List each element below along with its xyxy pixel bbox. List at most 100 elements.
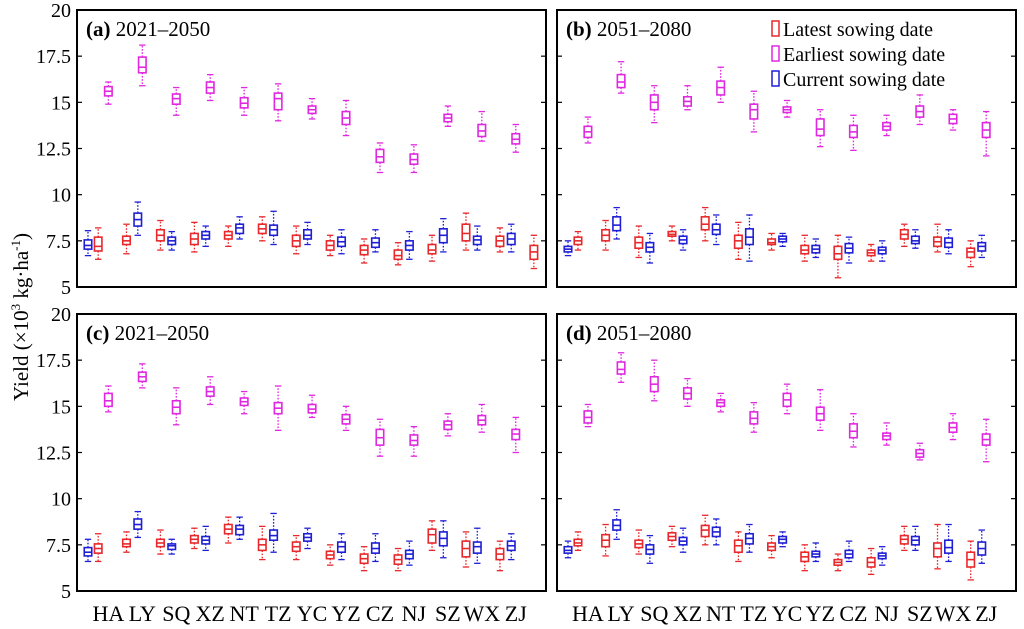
latest-box-10: [899, 223, 909, 248]
current-box-2: [645, 534, 655, 564]
earliest-box-0: [103, 385, 113, 413]
earliest-box-6: [307, 394, 317, 419]
latest-box-1: [601, 523, 611, 557]
panel-title: (b) 2051–2080: [566, 17, 691, 41]
x-tick-label: NJ: [402, 601, 427, 626]
legend-item-latest: Latest sowing date: [771, 19, 933, 41]
earliest-box-11: [477, 110, 487, 142]
current-box-5: [269, 512, 279, 553]
y-tick-label: 12.5: [36, 443, 71, 465]
y-axis-title-unit: kg·ha: [9, 250, 33, 304]
series-latest: [573, 514, 976, 581]
latest-box-8: [359, 238, 369, 264]
x-tick-label: TZ: [740, 601, 767, 626]
earliest-box-4: [239, 86, 249, 116]
series-latest: [93, 212, 539, 270]
panel-period: 2021–2050: [109, 321, 209, 345]
earliest-box-8: [375, 142, 385, 174]
latest-box-7: [325, 234, 335, 257]
earliest-box-2: [649, 359, 659, 402]
earliest-box-9: [882, 114, 892, 137]
x-tick-label: SZ: [907, 601, 933, 626]
box-iqr: [103, 392, 113, 408]
box-iqr: [427, 528, 437, 544]
latest-box-9: [866, 243, 876, 262]
box-iqr: [121, 538, 132, 548]
box-iqr: [427, 243, 437, 255]
panel-a: 5 7.5 10 12.5 15 17.5 20 (a) 2021–2050: [36, 0, 547, 299]
latest-box-1: [121, 223, 132, 255]
y-axis-title-main: Yield (×10: [9, 310, 33, 401]
earliest-box-12: [511, 416, 521, 454]
latest-box-1: [601, 219, 611, 251]
series-current: [83, 201, 516, 260]
earliest-box-11: [477, 403, 487, 433]
box-iqr: [235, 524, 245, 536]
earliest-box-5: [749, 90, 759, 133]
series-earliest: [103, 44, 521, 174]
current-box-7: [336, 533, 347, 561]
box-iqr: [273, 92, 283, 111]
box-iqr: [235, 223, 245, 235]
latest-box-9: [393, 547, 403, 572]
earliest-box-1: [137, 363, 147, 389]
box-iqr: [767, 238, 777, 246]
latest-box-7: [800, 234, 810, 262]
x-tick-labels: HA LY SQ XZ NT TZ YC YZ CZ NJ SZ WX ZJ: [92, 601, 527, 626]
box-iqr: [137, 56, 147, 74]
current-box-8: [370, 533, 380, 563]
current-box-0: [563, 540, 573, 559]
y-tick-label: 5: [61, 277, 71, 299]
series-current: [563, 509, 987, 566]
current-box-5: [744, 214, 754, 262]
latest-box-5: [733, 531, 743, 563]
latest-box-11: [461, 531, 471, 568]
earliest-box-1: [616, 352, 626, 383]
x-tick-label: ZJ: [975, 601, 997, 626]
latest-box-7: [800, 544, 810, 572]
current-box-2: [167, 230, 177, 251]
x-tick-label: SQ: [640, 601, 668, 626]
latest-box-9: [866, 547, 876, 576]
legend-swatch: [771, 45, 780, 62]
current-box-11: [944, 229, 954, 255]
latest-box-0: [93, 533, 103, 563]
series-earliest: [103, 363, 521, 457]
box-iqr: [944, 539, 954, 554]
box-iqr: [612, 216, 622, 232]
x-tick-label: LY: [129, 601, 156, 626]
current-box-3: [201, 225, 211, 248]
box-iqr: [815, 118, 825, 137]
latest-box-12: [495, 227, 505, 253]
x-tick-label: TZ: [265, 601, 292, 626]
panels-group: 5 7.5 10 12.5 15 17.5 20 (a) 2021–2050 (b) 2051–…: [36, 0, 1017, 626]
x-tick-label: WX: [935, 601, 972, 626]
latest-box-3: [667, 225, 677, 242]
current-box-2: [645, 232, 655, 264]
x-tick-labels: HA LY SQ XZ NT TZ YC YZ CZ NJ SZ WX ZJ: [572, 601, 998, 626]
latest-box-11: [932, 223, 943, 253]
panel-b: (b) 2051–2080: [556, 9, 1017, 288]
current-box-9: [877, 546, 887, 566]
current-box-7: [811, 542, 821, 563]
current-box-10: [438, 218, 448, 253]
earliest-box-3: [205, 376, 215, 406]
current-box-9: [404, 230, 414, 260]
earliest-box-11: [948, 109, 958, 131]
panel-label: (d): [566, 321, 592, 345]
series-earliest: [583, 352, 991, 463]
panel-label: (a): [86, 17, 111, 41]
current-box-1: [612, 509, 622, 540]
x-tick-label: HA: [92, 601, 124, 626]
current-box-4: [235, 516, 245, 540]
latest-box-8: [359, 546, 369, 572]
earliest-box-10: [915, 442, 925, 461]
latest-box-9: [393, 242, 403, 266]
latest-box-4: [700, 514, 710, 546]
earliest-box-0: [583, 403, 593, 428]
earliest-box-7: [815, 109, 825, 148]
earliest-box-4: [716, 392, 726, 413]
x-tick-label: YC: [297, 601, 328, 626]
